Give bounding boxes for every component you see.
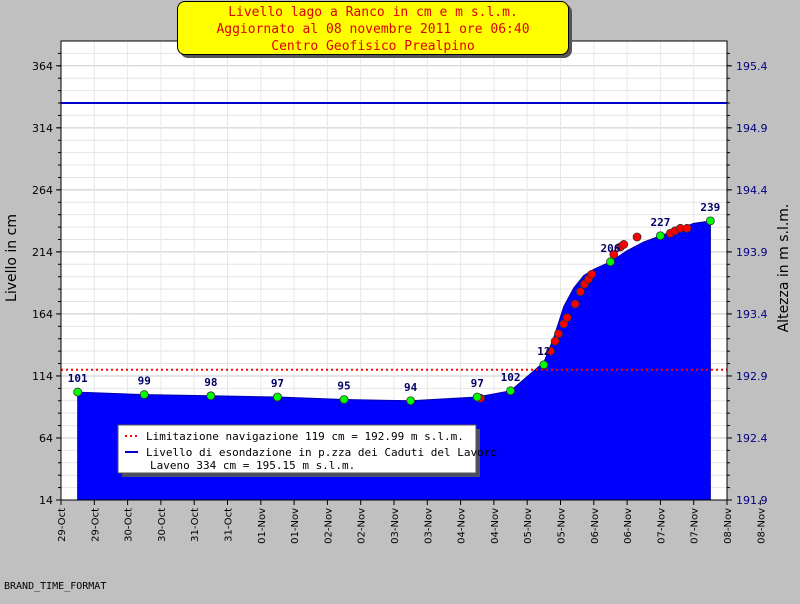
y-tick-label-left: 164 <box>32 308 53 321</box>
daily-point <box>73 387 83 397</box>
y-axis-right-label: Altezza in m s.l.m. <box>776 204 792 333</box>
footer-text: BRAND_TIME_FORMAT <box>4 581 107 592</box>
x-tick-label: 30-Oct <box>157 508 168 542</box>
reference-lines <box>61 102 727 371</box>
measurement-point <box>570 299 580 309</box>
x-tick-label: 29-Oct <box>57 508 68 542</box>
y-tick-label-right: 195.4 <box>736 60 768 73</box>
x-tick-label: 08-Nov <box>756 508 767 544</box>
x-tick-label: 04-Nov <box>457 508 468 544</box>
daily-point <box>206 391 216 401</box>
y-tick-label-left: 64 <box>39 432 53 445</box>
x-tick-label: 03-Nov <box>390 508 401 544</box>
x-tick-label: 01-Nov <box>290 508 301 544</box>
daily-point <box>606 257 615 267</box>
x-tick-label: 03-Nov <box>423 508 434 544</box>
measurement-point <box>550 336 560 346</box>
data-label: 101 <box>68 372 88 385</box>
y-tick-label-left: 364 <box>32 60 53 73</box>
measurement-point <box>682 223 692 233</box>
x-tick-label: 05-Nov <box>557 508 568 544</box>
y-tick-label-left: 214 <box>32 246 53 259</box>
x-tick-label: 02-Nov <box>357 508 368 544</box>
data-label: 95 <box>337 380 350 393</box>
data-label: 97 <box>471 377 484 390</box>
legend-box <box>117 424 477 474</box>
x-tick-label: 01-Nov <box>257 508 268 544</box>
x-tick-label: 05-Nov <box>523 508 534 544</box>
data-label: 227 <box>650 216 670 229</box>
data-labels: 101 99 98 97 95 94 97 102 12 206 227 239 <box>68 201 721 394</box>
x-tick-label: 02-Nov <box>323 508 334 544</box>
measurement-point <box>587 269 597 279</box>
x-tick-label: 31-Oct <box>224 508 235 542</box>
y-tick-label-right: 192.9 <box>736 370 768 383</box>
x-tick-label: 06-Nov <box>590 508 601 544</box>
data-label: 99 <box>138 375 151 388</box>
y-tick-label-right: 193.9 <box>736 246 768 259</box>
chart-title: Livello lago a Ranco in cm e m s.l.m. <box>228 5 518 20</box>
y-tick-label-right: 191.9 <box>736 494 768 507</box>
x-tick-label: 07-Nov <box>690 508 701 544</box>
y-tick-label-left: 14 <box>39 494 53 507</box>
daily-point <box>139 390 149 399</box>
legend: Limitazione navigazione 119 cm = 192.99 … <box>117 424 497 477</box>
y-tick-label-left: 264 <box>32 184 53 197</box>
legend-nav-limit-label: Limitazione navigazione 119 cm = 192.99 … <box>146 430 464 443</box>
daily-point <box>339 395 349 404</box>
daily-point <box>656 231 665 241</box>
axes: 14 191.9 64 192.4 114 192.9 164 193.4 214 193.9 26… <box>32 40 768 544</box>
daily-point <box>472 392 482 402</box>
data-label: 102 <box>501 371 521 384</box>
x-tick-label: 06-Nov <box>623 508 634 544</box>
data-label: 239 <box>700 201 720 214</box>
chart-source: Centro Geofisico Prealpino <box>271 39 475 54</box>
data-points <box>73 216 715 406</box>
data-label: 94 <box>404 381 418 394</box>
legend-flood-level-label-2: Laveno 334 cm = 195.15 m s.l.m. <box>150 459 355 472</box>
y-tick-label-left: 314 <box>32 122 53 135</box>
data-label: 12 <box>537 345 550 358</box>
y-tick-label-right: 194.4 <box>736 184 768 197</box>
measurement-point <box>554 329 563 339</box>
x-tick-label: 04-Nov <box>490 508 501 544</box>
data-label: 97 <box>271 377 284 390</box>
y-tick-label-right: 193.4 <box>736 308 768 321</box>
measurement-point <box>546 346 555 356</box>
y-tick-label-right: 192.4 <box>736 432 768 445</box>
daily-point <box>273 392 282 402</box>
y-tick-label-left: 114 <box>32 370 53 383</box>
x-tick-label: 07-Nov <box>656 508 667 544</box>
x-tick-label: 30-Oct <box>124 508 135 542</box>
daily-point <box>539 360 549 370</box>
x-tick-label: 29-Oct <box>90 508 101 542</box>
legend-flood-level-label: Livello di esondazione in p.zza dei Cadu… <box>146 446 497 459</box>
data-label: 206 <box>601 242 621 255</box>
daily-point <box>506 386 515 396</box>
daily-point <box>705 216 715 226</box>
x-tick-label: 31-Oct <box>190 508 201 542</box>
measurement-point <box>576 287 585 296</box>
data-label: 98 <box>204 376 217 389</box>
measurement-point <box>562 313 572 323</box>
measurement-point <box>632 232 642 242</box>
measurement-point <box>619 240 629 249</box>
x-tick-label: 08-Nov <box>723 508 734 544</box>
measurement-point <box>609 249 619 259</box>
chart-subtitle-updated: Aggiornato al 08 novembre 2011 ore 06:40 <box>216 22 530 37</box>
daily-point <box>406 396 416 406</box>
y-axis-left-label: Livello in cm <box>4 214 20 302</box>
y-tick-label-right: 194.9 <box>736 122 768 135</box>
chart-title-box: Livello lago a Ranco in cm e m s.l.m. Ag… <box>177 1 569 55</box>
